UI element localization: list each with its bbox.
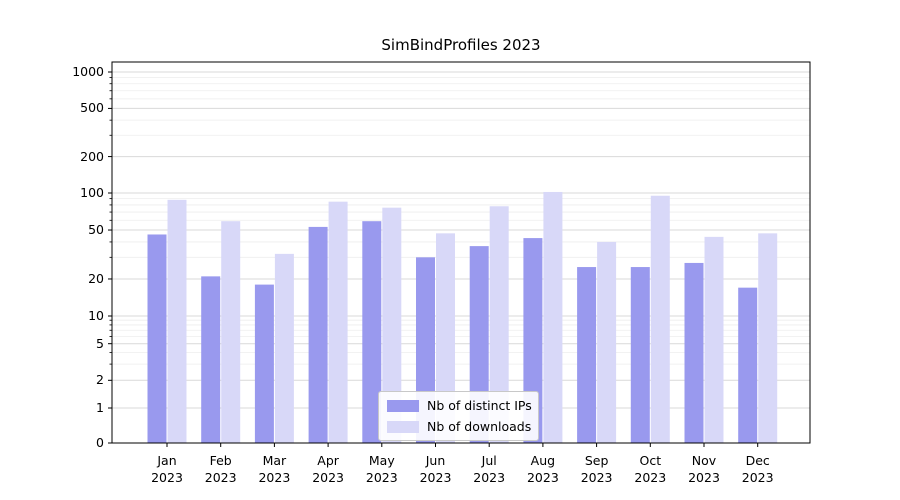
legend-item-distinct-ips: Nb of distinct IPs: [387, 398, 532, 413]
x-tick-label: May 2023: [365, 453, 398, 485]
bar-downloads: [489, 206, 509, 443]
legend: Nb of distinct IPs Nb of downloads: [378, 391, 539, 441]
y-tick-label: 2: [96, 372, 104, 388]
x-tick-label: Mar 2023: [258, 453, 291, 485]
x-tick-label: Sep 2023: [580, 453, 613, 485]
legend-swatch-distinct-ips: [387, 399, 419, 412]
x-tick-label: Oct 2023: [634, 453, 667, 485]
bar-distinct-ips: [684, 262, 704, 443]
y-tick-label: 5: [96, 335, 104, 351]
legend-label-distinct-ips: Nb of distinct IPs: [427, 398, 532, 413]
x-tick-label: Jul 2023: [473, 453, 506, 485]
bar-downloads: [597, 241, 617, 443]
bar-distinct-ips: [147, 234, 167, 443]
y-tick-label: 10: [88, 308, 104, 323]
bar-downloads: [543, 191, 563, 443]
x-tick-label: Aug 2023: [526, 453, 559, 485]
bar-downloads: [328, 201, 348, 443]
y-tick-label: 100: [80, 185, 104, 200]
axes-frame: [111, 61, 811, 444]
bar-distinct-ips: [630, 267, 650, 443]
legend-swatch-downloads: [387, 420, 419, 433]
bar-downloads: [167, 199, 187, 443]
bar-distinct-ips: [254, 284, 274, 443]
x-tick-label: Dec 2023: [741, 453, 774, 485]
legend-label-downloads: Nb of downloads: [427, 419, 532, 434]
bar-distinct-ips: [577, 267, 597, 443]
x-tick-label: Feb 2023: [204, 453, 237, 485]
bar-downloads: [382, 207, 402, 443]
x-tick-label: Nov 2023: [688, 453, 720, 485]
bar-downloads: [650, 195, 670, 443]
y-tick-label: 500: [80, 100, 104, 116]
bar-distinct-ips: [308, 226, 328, 443]
bar-downloads: [221, 221, 241, 443]
x-tick-label: Apr 2023: [312, 453, 344, 485]
y-tick-label: 20: [88, 270, 104, 286]
bar-downloads: [436, 233, 455, 443]
bar-distinct-ips: [201, 276, 221, 443]
bar-downloads: [704, 236, 724, 443]
y-tick-label: 1: [96, 400, 104, 415]
y-tick-label: 0: [96, 435, 104, 450]
y-tick-label: 50: [88, 222, 104, 238]
y-tick-label: 1000: [72, 64, 104, 79]
y-tick-label: 200: [80, 148, 104, 164]
legend-item-downloads: Nb of downloads: [387, 419, 532, 434]
bar-downloads: [274, 253, 294, 443]
x-tick-label: Jun 2023: [419, 453, 452, 485]
bar-downloads: [758, 233, 778, 443]
bar-distinct-ips: [362, 221, 382, 443]
bar-distinct-ips: [738, 287, 758, 443]
chart-title: SimBindProfiles 2023: [381, 36, 541, 54]
x-tick-label: Jan 2023: [151, 453, 183, 485]
